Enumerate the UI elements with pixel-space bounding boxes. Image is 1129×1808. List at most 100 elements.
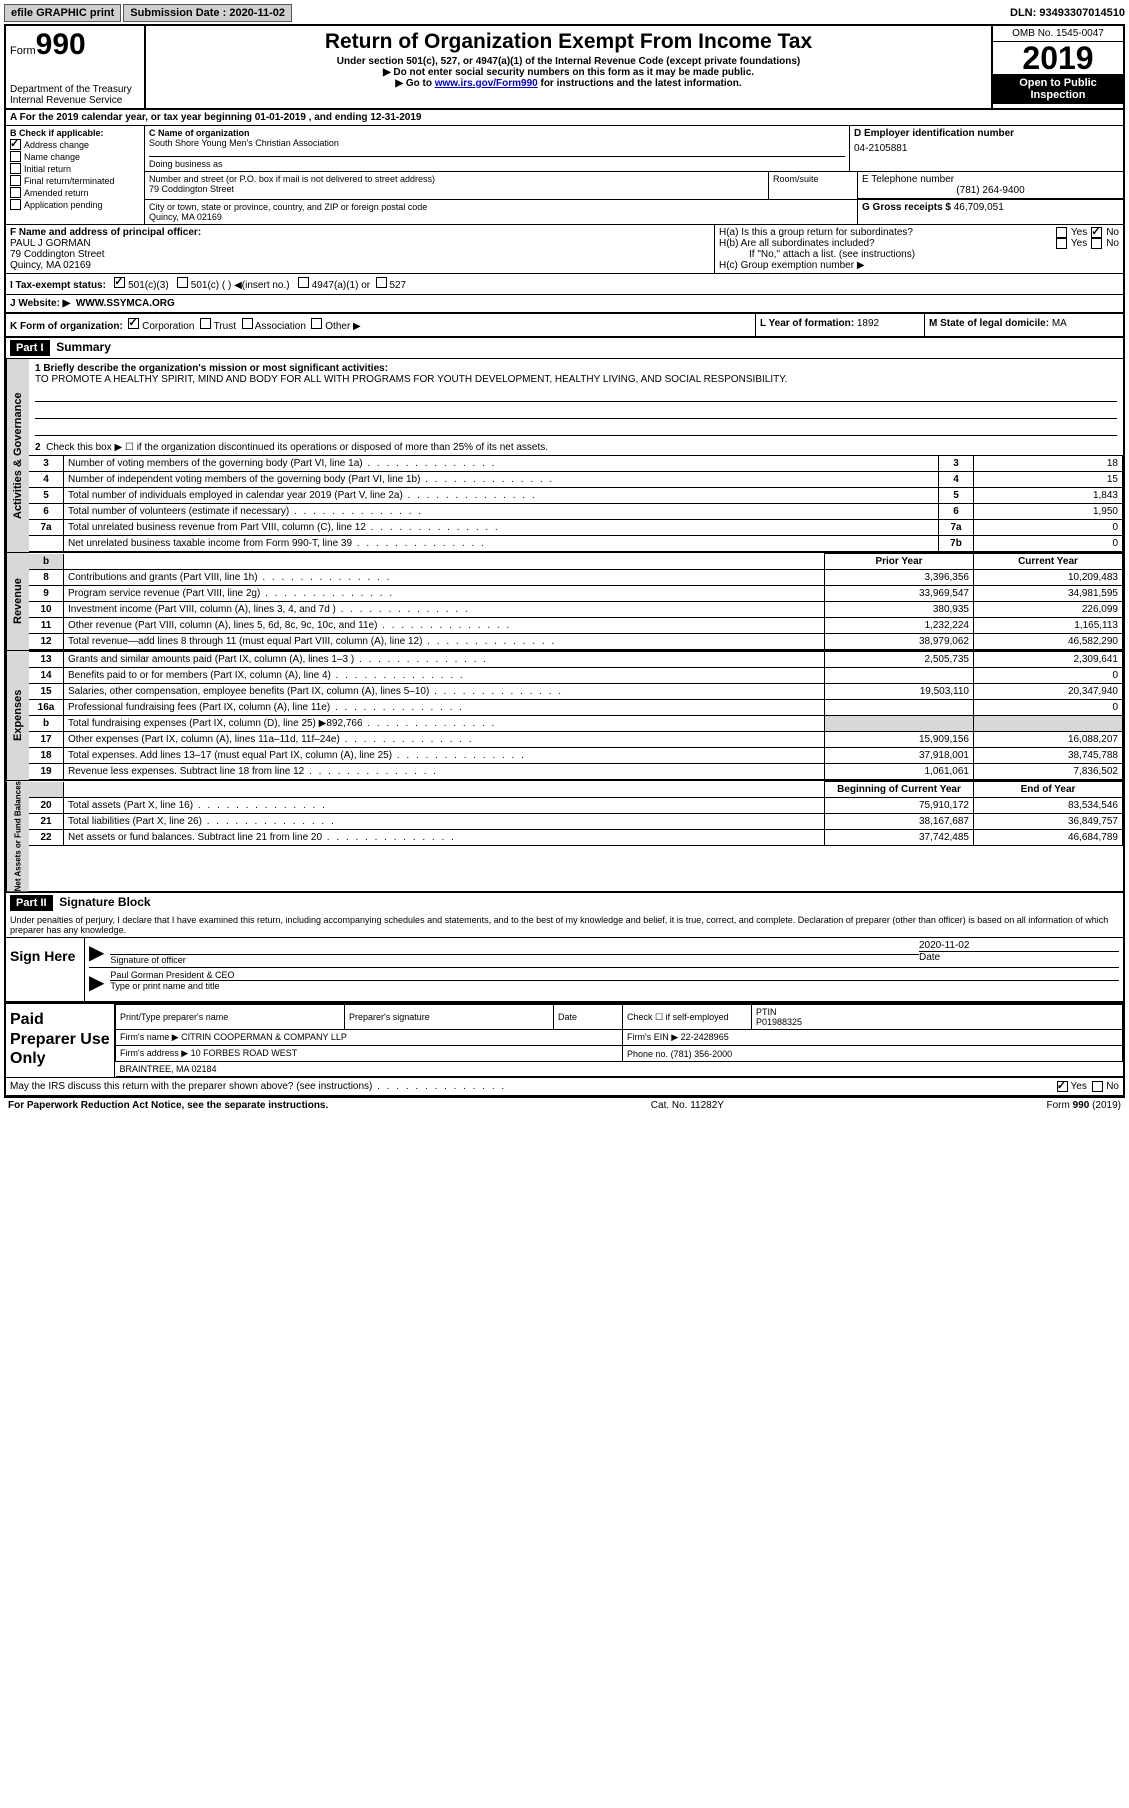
sign-date: 2020-11-02 <box>919 940 1119 952</box>
line-desc: Number of voting members of the governin… <box>64 456 939 472</box>
prior-val: 1,232,224 <box>825 618 974 634</box>
line-desc: Investment income (Part VIII, column (A)… <box>64 602 825 618</box>
arrow-icon: ▶ <box>89 940 104 965</box>
header-right: OMB No. 1545-0047 2019 Open to Public In… <box>991 26 1123 108</box>
ha-no[interactable] <box>1091 227 1102 238</box>
discuss-yes[interactable] <box>1057 1081 1068 1092</box>
current-val: 36,849,757 <box>974 814 1123 830</box>
prior-val: 38,979,062 <box>825 634 974 650</box>
hb-label: H(b) Are all subordinates included? <box>719 238 1052 249</box>
efile-print-button[interactable]: efile GRAPHIC print <box>4 4 121 22</box>
line-desc: Total number of volunteers (estimate if … <box>64 504 939 520</box>
line-num <box>29 536 64 552</box>
dln-value: 93493307014510 <box>1039 7 1125 19</box>
addr-street: Number and street (or P.O. box if mail i… <box>145 172 769 199</box>
box-b: B Check if applicable: Address change Na… <box>6 126 145 224</box>
officer-name-title: Paul Gorman President & CEO <box>110 970 1119 981</box>
k-corp: Corporation <box>142 321 194 332</box>
cb-assoc[interactable] <box>242 318 253 329</box>
cb-4947[interactable] <box>298 277 309 288</box>
no-label: No <box>1106 238 1119 249</box>
net-table: Beginning of Current Year End of Year 20… <box>29 781 1123 846</box>
line-val: 18 <box>974 456 1123 472</box>
line-desc: Net assets or fund balances. Subtract li… <box>64 830 825 846</box>
prior-val <box>825 668 974 684</box>
m-label: M State of legal domicile: <box>929 318 1049 329</box>
perjury-decl: Under penalties of perjury, I declare th… <box>6 913 1123 938</box>
line-val: 1,843 <box>974 488 1123 504</box>
cb-amended[interactable] <box>10 187 21 198</box>
gov-table: 3 Number of voting members of the govern… <box>29 455 1123 552</box>
part2-title: Signature Block <box>59 895 150 909</box>
cb-initial-return[interactable] <box>10 163 21 174</box>
fh-row: F Name and address of principal officer:… <box>6 225 1123 274</box>
exp-table: 13 Grants and similar amounts paid (Part… <box>29 651 1123 780</box>
hb-no[interactable] <box>1091 238 1102 249</box>
cb-app-pending[interactable] <box>10 199 21 210</box>
info-grid: B Check if applicable: Address change Na… <box>6 126 1123 225</box>
k-other: Other ▶ <box>325 321 360 332</box>
yes-label: Yes <box>1071 227 1087 238</box>
hb-yes[interactable] <box>1056 238 1067 249</box>
line-desc: Salaries, other compensation, employee b… <box>64 684 825 700</box>
website-url: WWW.SSYMCA.ORG <box>76 298 175 309</box>
gross-label: G Gross receipts $ <box>862 202 951 213</box>
opt-501c: 501(c) ( ) ◀(insert no.) <box>191 280 290 291</box>
cb-corp[interactable] <box>128 318 139 329</box>
addr-value: 79 Coddington Street <box>149 184 764 194</box>
vtab-net: Net Assets or Fund Balances <box>6 781 29 891</box>
current-val: 38,745,788 <box>974 748 1123 764</box>
box-d: D Employer identification number 04-2105… <box>849 126 1123 171</box>
uline <box>35 404 1117 419</box>
prior-val: 1,061,061 <box>825 764 974 780</box>
preparer-label: Paid Preparer Use Only <box>6 1004 115 1077</box>
phone-value: (781) 356-2000 <box>671 1049 733 1059</box>
box-j: J Website: ▶ WWW.SSYMCA.ORG <box>6 295 1123 314</box>
cb-501c3[interactable] <box>114 277 125 288</box>
current-year-header: Current Year <box>974 554 1123 570</box>
irs-link[interactable]: www.irs.gov/Form990 <box>435 78 538 89</box>
no: No <box>1106 1081 1119 1092</box>
prior-val: 75,910,172 <box>825 798 974 814</box>
current-val: 46,684,789 <box>974 830 1123 846</box>
part2-header: Part II Signature Block <box>6 893 1123 913</box>
form-label: Form <box>10 45 36 57</box>
form-990: Form990 Department of the Treasury Inter… <box>4 24 1125 1097</box>
f-label: F Name and address of principal officer: <box>10 227 710 238</box>
page-footer: For Paperwork Reduction Act Notice, see … <box>4 1097 1125 1113</box>
cb-other[interactable] <box>311 318 322 329</box>
cb-address-change[interactable] <box>10 139 21 150</box>
firm-phone: Phone no. (781) 356-2000 <box>623 1046 1123 1062</box>
submission-date-button[interactable]: Submission Date : 2020-11-02 <box>123 4 292 22</box>
prior-val: 15,909,156 <box>825 732 974 748</box>
line-num: 11 <box>29 618 64 634</box>
submission-label: Submission Date : <box>130 7 226 19</box>
room-suite: Room/suite <box>769 172 858 199</box>
prior-val: 2,505,735 <box>825 652 974 668</box>
k-label: K Form of organization: <box>10 321 123 332</box>
current-val: 20,347,940 <box>974 684 1123 700</box>
discuss-no[interactable] <box>1092 1081 1103 1092</box>
cb-final-return[interactable] <box>10 175 21 186</box>
firm-ein-label: Firm's EIN ▶ <box>627 1032 678 1042</box>
cb-trust[interactable] <box>200 318 211 329</box>
firm-addr: Firm's address ▶ 10 FORBES ROAD WEST <box>116 1046 623 1062</box>
cb-label: Application pending <box>24 200 103 210</box>
section-revenue: Revenue b Prior Year Current Year 8 Cont… <box>6 553 1123 651</box>
cb-527[interactable] <box>376 277 387 288</box>
officer-sig-label: Signature of officer <box>110 955 919 965</box>
addr-city: City or town, state or province, country… <box>145 200 858 224</box>
blank <box>64 782 825 798</box>
cb-501c[interactable] <box>177 277 188 288</box>
open-to-public: Open to Public Inspection <box>993 74 1123 104</box>
line-num: 4 <box>29 472 64 488</box>
prior-val: 380,935 <box>825 602 974 618</box>
blank <box>64 554 825 570</box>
line-num: 9 <box>29 586 64 602</box>
box-c-name: C Name of organization South Shore Young… <box>145 126 849 171</box>
opt-527: 527 <box>389 280 406 291</box>
footer-mid: Cat. No. 11282Y <box>651 1100 724 1111</box>
cb-name-change[interactable] <box>10 151 21 162</box>
ha-yes[interactable] <box>1056 227 1067 238</box>
line-desc: Total assets (Part X, line 16) <box>64 798 825 814</box>
